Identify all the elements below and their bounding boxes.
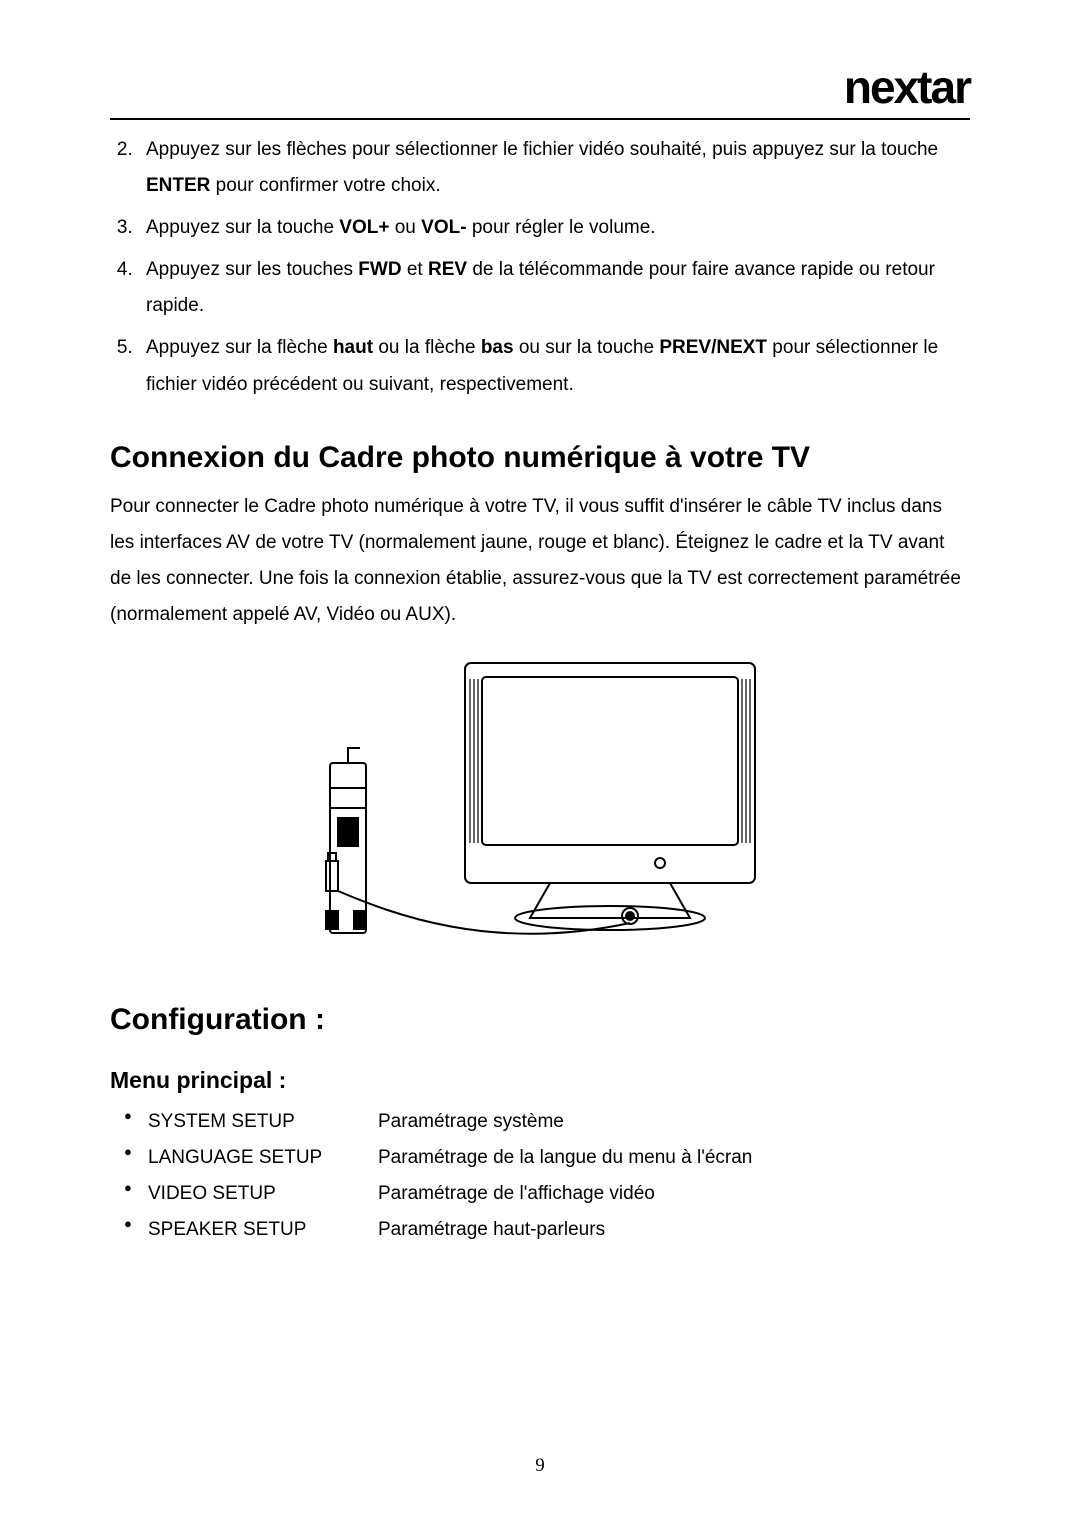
text: et: [402, 259, 428, 280]
menu-item-system: SYSTEM SETUP Paramétrage système: [130, 1104, 970, 1140]
page-header: nextar: [110, 60, 970, 120]
text: Appuyez sur les touches: [146, 259, 358, 280]
key-volminus: VOL-: [421, 217, 466, 238]
text: ou: [389, 217, 421, 238]
instruction-item-5: Appuyez sur la flèche haut ou la flèche …: [138, 330, 970, 402]
page-number: 9: [0, 1455, 1080, 1477]
menu-item-video: VIDEO SETUP Paramétrage de l'affichage v…: [130, 1176, 970, 1212]
key-down: bas: [481, 337, 514, 358]
instruction-item-2: Appuyez sur les flèches pour sélectionne…: [138, 132, 970, 204]
instruction-item-4: Appuyez sur les touches FWD et REV de la…: [138, 252, 970, 324]
menu-desc: Paramétrage de la langue du menu à l'écr…: [378, 1140, 752, 1176]
menu-label: SYSTEM SETUP: [148, 1104, 378, 1140]
key-rev: REV: [428, 259, 467, 280]
text: pour confirmer votre choix.: [210, 175, 440, 196]
menu-label: LANGUAGE SETUP: [148, 1140, 378, 1176]
text: pour régler le volume.: [467, 217, 656, 238]
menu-desc: Paramétrage haut-parleurs: [378, 1212, 605, 1248]
key-volplus: VOL+: [339, 217, 389, 238]
menu-item-speaker: SPEAKER SETUP Paramétrage haut-parleurs: [130, 1212, 970, 1248]
menu-desc: Paramétrage de l'affichage vidéo: [378, 1176, 655, 1212]
text: ou la flèche: [373, 337, 481, 358]
key-prevnext: PREV/NEXT: [659, 337, 767, 358]
menu-desc: Paramétrage système: [378, 1104, 564, 1140]
heading-connexion: Connexion du Cadre photo numérique à vot…: [110, 441, 970, 475]
diagram-svg: [310, 653, 770, 963]
menu-label: SPEAKER SETUP: [148, 1212, 378, 1248]
instruction-list: Appuyez sur les flèches pour sélectionne…: [110, 132, 970, 403]
menu-item-language: LANGUAGE SETUP Paramétrage de la langue …: [130, 1140, 970, 1176]
instruction-item-3: Appuyez sur la touche VOL+ ou VOL- pour …: [138, 210, 970, 246]
paragraph-connexion: Pour connecter le Cadre photo numérique …: [110, 489, 970, 633]
text: Appuyez sur les flèches pour sélectionne…: [146, 139, 938, 160]
text: ou sur la touche: [514, 337, 660, 358]
menu-label: VIDEO SETUP: [148, 1176, 378, 1212]
key-up: haut: [333, 337, 373, 358]
heading-configuration: Configuration :: [110, 1003, 970, 1037]
key-enter: ENTER: [146, 175, 210, 196]
brand-logo: nextar: [844, 60, 970, 114]
text: Appuyez sur la touche: [146, 217, 339, 238]
key-fwd: FWD: [358, 259, 401, 280]
page-container: nextar Appuyez sur les flèches pour séle…: [0, 0, 1080, 1527]
text: Appuyez sur la flèche: [146, 337, 333, 358]
menu-list: SYSTEM SETUP Paramétrage système LANGUAG…: [110, 1104, 970, 1248]
subheading-menu-principal: Menu principal :: [110, 1067, 970, 1094]
tv-connection-diagram: [110, 653, 970, 963]
